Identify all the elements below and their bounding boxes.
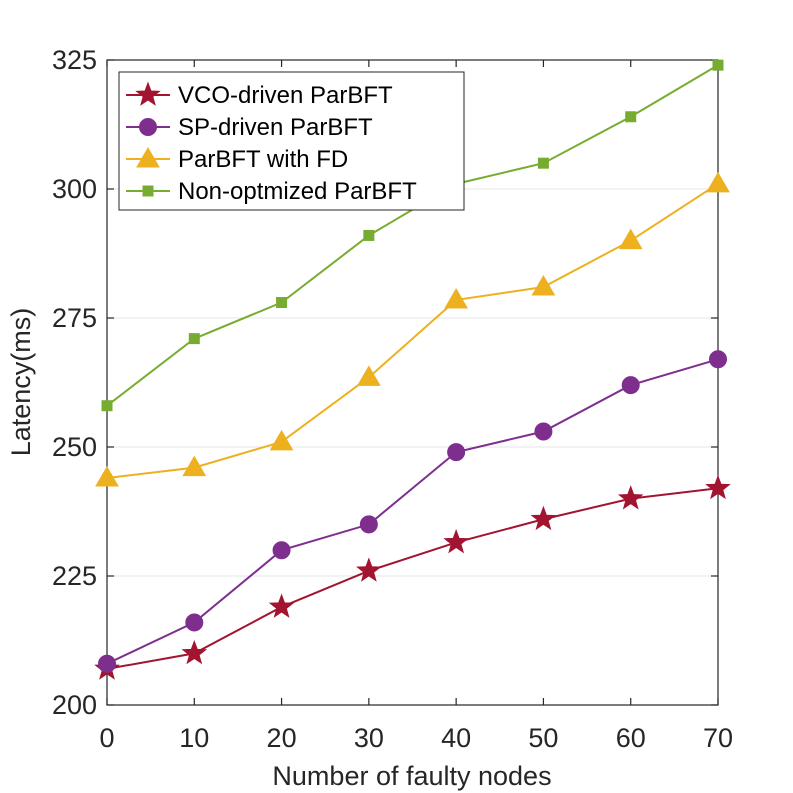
data-point-square — [537, 157, 549, 169]
legend-marker-square — [142, 185, 154, 197]
axis-ticks: 200 225 250 275 300 325 0 10 20 30 40 50 60 70 — [52, 45, 733, 753]
legend-marker-circle — [139, 118, 157, 136]
data-point-square — [712, 59, 724, 71]
data-point-circle — [621, 376, 640, 395]
data-point-circle — [709, 350, 727, 369]
legend-label: SP-driven ParBFT — [178, 114, 373, 141]
y-tick-label: 200 — [52, 690, 97, 720]
x-axis-label: Number of faulty nodes — [272, 761, 551, 791]
y-tick-label: 300 — [52, 174, 97, 204]
x-tick-label: 50 — [528, 723, 558, 753]
data-point-star — [268, 593, 295, 618]
y-tick-label: 250 — [52, 432, 97, 462]
legend-marker-star — [135, 81, 161, 106]
data-point-square — [363, 229, 375, 241]
y-axis-label: Latency(ms) — [6, 308, 36, 457]
plot-area-frame — [106, 59, 719, 706]
series-layer — [94, 59, 731, 680]
legend-marker-triangle — [136, 147, 160, 168]
legend-box — [118, 71, 465, 211]
data-point-triangle — [182, 455, 207, 477]
data-point-square — [625, 111, 637, 123]
data-point-triangle — [444, 287, 469, 309]
data-point-triangle — [95, 465, 119, 487]
y-tick-label: 275 — [52, 303, 97, 333]
y-tick-label: 225 — [52, 561, 97, 591]
data-point-square — [188, 333, 200, 345]
series-vco-driven-parbft — [94, 474, 731, 680]
series-line — [106, 358, 719, 665]
y-tick-label: 325 — [52, 45, 97, 75]
x-tick-label: 0 — [99, 723, 114, 753]
data-point-circle — [185, 613, 204, 632]
x-tick-label: 40 — [441, 723, 471, 753]
series-parbft-with-fd — [95, 171, 730, 487]
data-point-triangle — [356, 365, 381, 386]
data-point-triangle — [706, 171, 730, 193]
data-point-circle — [272, 541, 291, 560]
x-tick-label: 20 — [267, 723, 297, 753]
legend-label: Non-optmized ParBFT — [178, 178, 417, 205]
series-sp-driven-parbft — [98, 350, 727, 673]
x-tick-label: 30 — [354, 723, 384, 753]
x-tick-label: 60 — [616, 723, 646, 753]
legend-item: Non-optmized ParBFT — [126, 178, 417, 205]
legend: VCO-driven ParBFT SP-driven ParBFT ParBFT … — [118, 71, 465, 211]
legend-item: SP-driven ParBFT — [126, 114, 373, 141]
data-point-star — [356, 557, 382, 582]
data-point-triangle — [531, 275, 556, 296]
data-point-triangle — [618, 228, 643, 250]
data-point-star — [617, 485, 644, 510]
legend-label: VCO-driven ParBFT — [178, 82, 393, 109]
legend-label: ParBFT with FD — [178, 146, 348, 173]
data-point-square — [276, 297, 288, 309]
data-point-circle — [98, 654, 116, 673]
data-point-star — [705, 474, 731, 500]
data-point-star — [443, 529, 469, 554]
data-point-circle — [359, 515, 378, 534]
data-point-square — [101, 400, 113, 412]
data-point-star — [181, 639, 208, 665]
x-tick-label: 70 — [703, 723, 733, 753]
data-point-star — [530, 505, 557, 531]
data-point-circle — [447, 443, 466, 462]
data-point-circle — [534, 422, 553, 441]
series-line — [106, 183, 719, 479]
series-line — [106, 487, 719, 670]
x-tick-label: 10 — [179, 723, 209, 753]
legend-item: ParBFT with FD — [126, 146, 348, 173]
data-point-triangle — [269, 429, 294, 451]
legend-item: VCO-driven ParBFT — [126, 81, 393, 109]
